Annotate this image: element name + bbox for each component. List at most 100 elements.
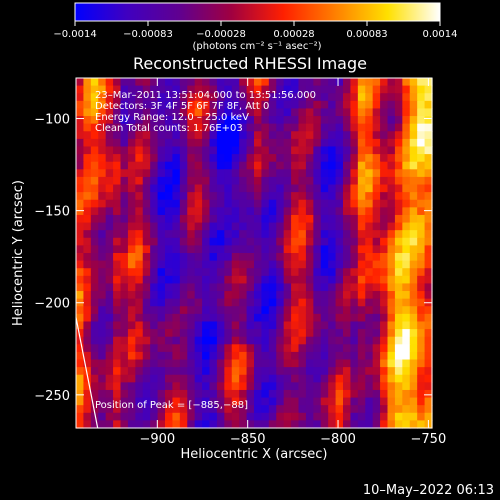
- heatmap-cell: [187, 306, 196, 315]
- heatmap-cell: [150, 291, 159, 300]
- heatmap-cell: [298, 108, 307, 117]
- heatmap-cell: [105, 146, 114, 155]
- heatmap-cell: [231, 154, 240, 163]
- heatmap-cell: [291, 154, 300, 163]
- heatmap-cell: [216, 420, 225, 429]
- heatmap-cell: [313, 283, 322, 292]
- heatmap-cell: [424, 199, 433, 208]
- heatmap-cell: [135, 412, 144, 421]
- heatmap-cell: [127, 78, 136, 87]
- heatmap-cell: [105, 207, 114, 216]
- heatmap-cell: [335, 275, 344, 285]
- heatmap-cell: [150, 176, 159, 186]
- heatmap-cell: [402, 367, 411, 376]
- heatmap-cell: [305, 154, 314, 163]
- heatmap-cell: [291, 131, 300, 140]
- heatmap-cell: [387, 131, 396, 140]
- heatmap-cell: [246, 283, 255, 292]
- heatmap-cell: [320, 100, 329, 110]
- heatmap-cell: [231, 397, 240, 406]
- heatmap-cell: [76, 93, 85, 102]
- heatmap-cell: [313, 275, 322, 285]
- heatmap-cell: [90, 169, 99, 178]
- heatmap-cell: [157, 146, 166, 155]
- heatmap-cell: [276, 222, 285, 231]
- heatmap-cell: [350, 420, 359, 429]
- heatmap-cell: [313, 336, 322, 345]
- heatmap-cell: [372, 260, 381, 269]
- heatmap-cell: [350, 116, 359, 125]
- heatmap-cell: [394, 275, 403, 285]
- heatmap-cell: [194, 108, 203, 117]
- heatmap-cell: [268, 359, 277, 368]
- heatmap-cell: [113, 306, 122, 315]
- heatmap-cell: [172, 268, 181, 277]
- heatmap-cell: [335, 176, 344, 186]
- heatmap-cell: [394, 169, 403, 178]
- heatmap-cell: [98, 420, 107, 429]
- heatmap-cell: [209, 184, 218, 193]
- heatmap-cell: [298, 131, 307, 140]
- heatmap-cell: [135, 268, 144, 277]
- heatmap-cell: [179, 336, 188, 345]
- heatmap-cell: [157, 85, 166, 94]
- heatmap-cell: [150, 237, 159, 246]
- heatmap-cell: [135, 161, 144, 170]
- heatmap-cell: [328, 351, 337, 361]
- heatmap-cell: [365, 169, 374, 178]
- heatmap-cell: [254, 412, 263, 421]
- heatmap-cell: [276, 405, 285, 414]
- heatmap-cell: [142, 298, 151, 307]
- heatmap-cell: [142, 230, 151, 239]
- heatmap-cell: [113, 237, 122, 246]
- heatmap-cell: [276, 169, 285, 178]
- heatmap-cell: [298, 199, 307, 208]
- heatmap-cell: [283, 161, 292, 170]
- heatmap-cell: [409, 138, 418, 148]
- heatmap-cell: [239, 374, 248, 383]
- heatmap-cell: [113, 367, 122, 376]
- heatmap-cell: [209, 382, 218, 391]
- heatmap-cell: [90, 93, 99, 102]
- heatmap-cell: [246, 389, 255, 399]
- heatmap-cell: [305, 131, 314, 140]
- heatmap-cell: [343, 214, 352, 224]
- heatmap-cell: [239, 412, 248, 421]
- heatmap-cell: [305, 108, 314, 117]
- heatmap-cell: [261, 313, 270, 323]
- heatmap-cell: [172, 207, 181, 216]
- heatmap-cell: [209, 93, 218, 102]
- heatmap-cell: [313, 329, 322, 338]
- heatmap-cell: [105, 222, 114, 231]
- heatmap-cell: [120, 85, 129, 94]
- heatmap-cell: [165, 123, 174, 132]
- heatmap-cell: [409, 176, 418, 186]
- heatmap-cell: [187, 283, 196, 292]
- heatmap-cell: [343, 405, 352, 414]
- heatmap-cell: [165, 138, 174, 148]
- heatmap-cell: [216, 176, 225, 186]
- heatmap-cell: [394, 100, 403, 110]
- heatmap-cell: [343, 131, 352, 140]
- heatmap-cell: [417, 405, 426, 414]
- heatmap-cell: [417, 192, 426, 201]
- heatmap-cell: [365, 131, 374, 140]
- heatmap-cell: [231, 169, 240, 178]
- heatmap-cell: [202, 85, 211, 94]
- heatmap-cell: [231, 237, 240, 246]
- heatmap-cell: [179, 237, 188, 246]
- heatmap-cell: [120, 336, 129, 345]
- heatmap-cell: [380, 154, 389, 163]
- heatmap-cell: [328, 336, 337, 345]
- heatmap-cell: [350, 184, 359, 193]
- heatmap-cell: [194, 184, 203, 193]
- heatmap-cell: [424, 344, 433, 353]
- heatmap-cell: [387, 397, 396, 406]
- heatmap-cell: [328, 85, 337, 94]
- heatmap-cell: [350, 283, 359, 292]
- heatmap-cell: [194, 93, 203, 102]
- heatmap-cell: [239, 382, 248, 391]
- heatmap-cell: [246, 123, 255, 132]
- heatmap-cell: [261, 116, 270, 125]
- heatmap-cell: [417, 359, 426, 368]
